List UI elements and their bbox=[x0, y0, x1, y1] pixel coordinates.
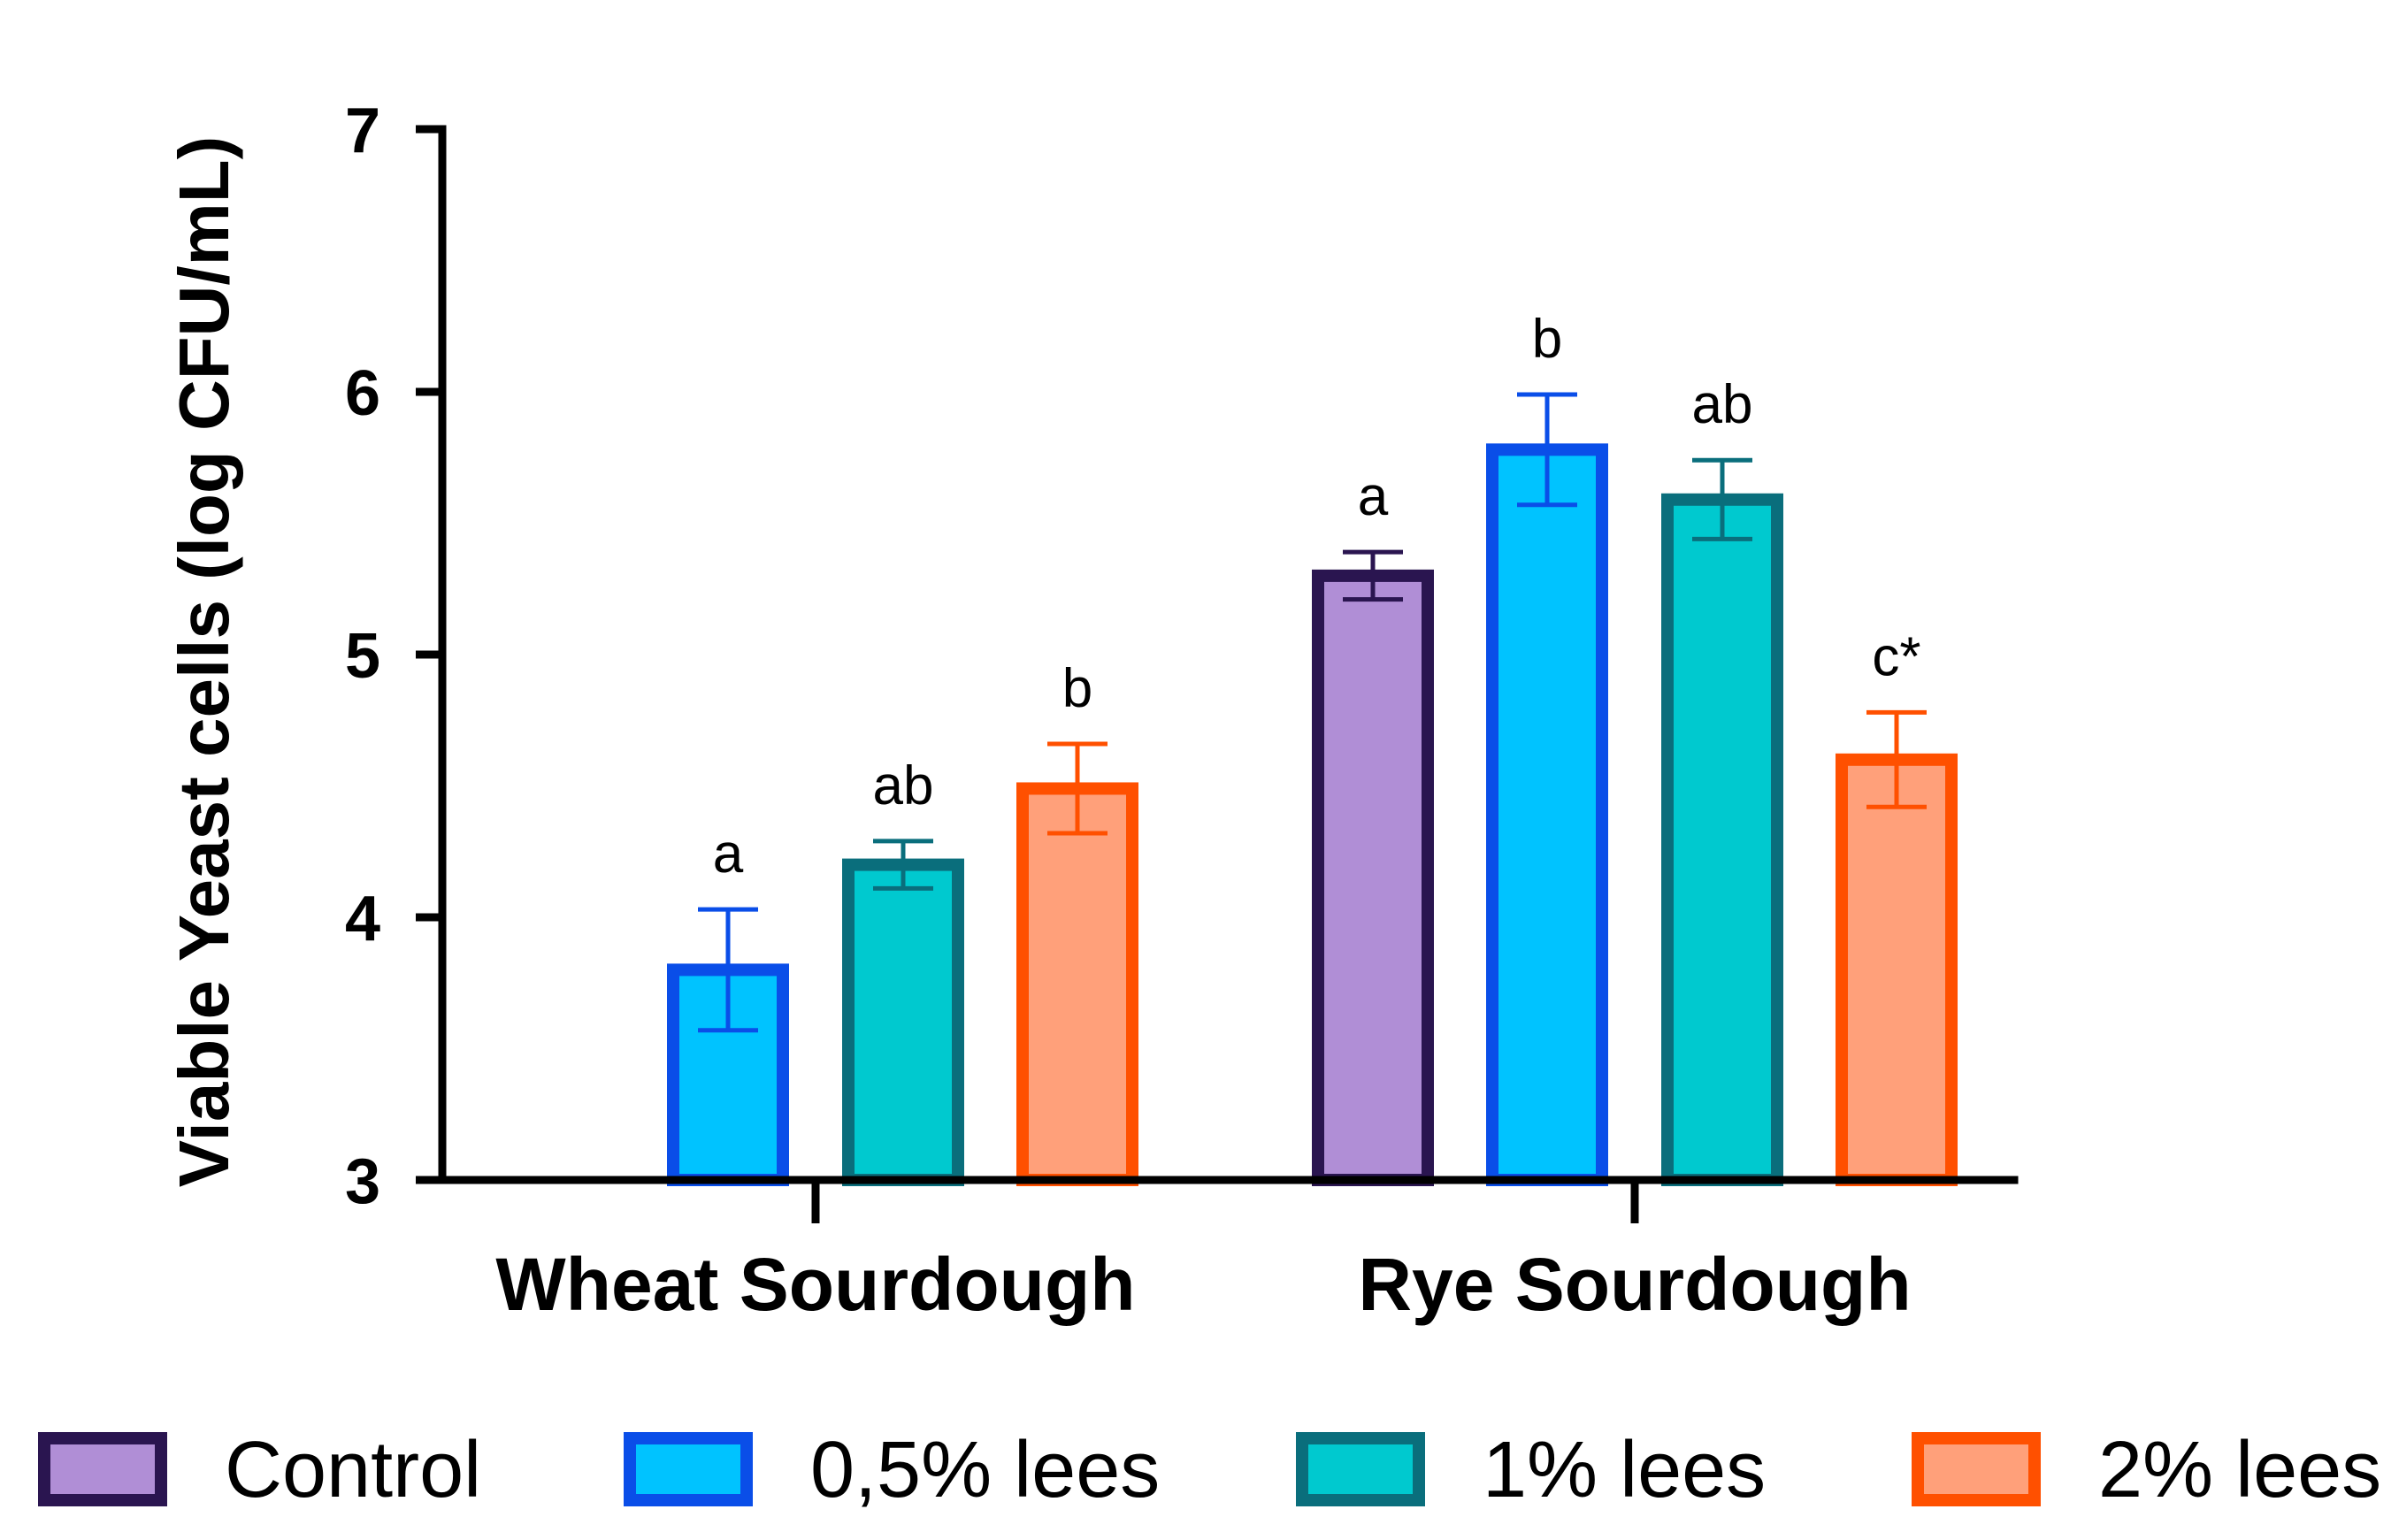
legend-swatch bbox=[1296, 1432, 1425, 1506]
legend-label: 1% lees bbox=[1483, 1426, 1766, 1514]
bar bbox=[842, 858, 964, 1186]
x-tick-label: Rye Sourdough bbox=[1358, 1243, 1911, 1326]
legend-swatch bbox=[38, 1432, 167, 1506]
bar bbox=[1312, 569, 1434, 1186]
x-ticks: Wheat Sourdough Rye Sourdough bbox=[495, 1180, 1912, 1326]
y-axis-label: Viable Yeast cells (log CFU/mL) bbox=[165, 136, 243, 1188]
significance-label: ab bbox=[1692, 374, 1753, 435]
legend-swatch bbox=[1912, 1432, 2041, 1506]
bar bbox=[1836, 753, 1958, 1186]
legend-label: Control bbox=[225, 1426, 481, 1514]
significance-label: b bbox=[1532, 309, 1562, 370]
x-tick-label: Wheat Sourdough bbox=[495, 1243, 1135, 1326]
bar bbox=[1016, 782, 1138, 1186]
bar bbox=[1661, 493, 1783, 1186]
y-tick-label: 4 bbox=[345, 884, 380, 954]
legend-label: 0,5% lees bbox=[810, 1426, 1160, 1514]
y-ticks: 3 4 5 6 7 bbox=[345, 96, 442, 1217]
bar bbox=[1486, 443, 1608, 1186]
significance-label: c* bbox=[1872, 626, 1920, 687]
legend-swatch bbox=[624, 1432, 753, 1506]
y-axis-label-group: Viable Yeast cells (log CFU/mL) bbox=[165, 136, 243, 1188]
significance-label: a bbox=[1358, 466, 1389, 527]
significance-label: a bbox=[713, 824, 744, 885]
y-tick-label: 7 bbox=[345, 96, 380, 166]
legend: Control 0,5% lees 1% lees 2% lees bbox=[38, 1426, 2381, 1514]
significance-label: ab bbox=[873, 755, 934, 816]
y-tick-label: 3 bbox=[345, 1146, 380, 1217]
legend-label: 2% lees bbox=[2098, 1426, 2381, 1514]
significance-label: b bbox=[1062, 658, 1092, 719]
y-tick-label: 6 bbox=[345, 358, 380, 429]
y-tick-label: 5 bbox=[345, 621, 380, 692]
